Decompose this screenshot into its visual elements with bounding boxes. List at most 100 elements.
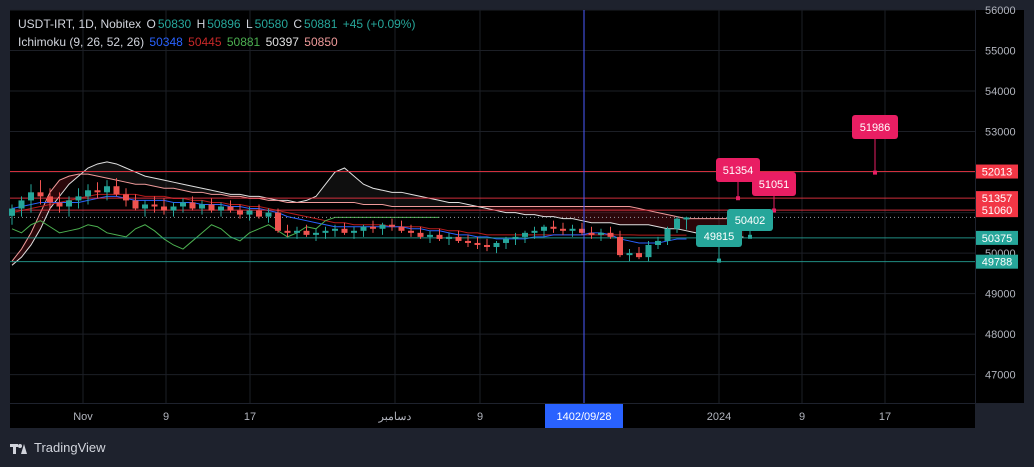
candle-body	[275, 212, 281, 231]
candle-body	[313, 232, 319, 235]
indicator-legend: Ichimoku (9, 26, 52, 26) 50348 50445 508…	[18, 34, 340, 50]
x-tick-label: 2024	[707, 411, 731, 423]
candle-body	[493, 242, 500, 248]
candle-body	[218, 206, 224, 211]
time-scale	[10, 404, 975, 428]
candle	[683, 216, 690, 230]
close-label: C	[293, 17, 303, 31]
high-value: 50896	[207, 17, 241, 31]
candle	[151, 196, 158, 213]
candle-body	[9, 208, 15, 216]
callout-anchor	[736, 196, 740, 201]
candle	[408, 224, 414, 237]
candle-body	[560, 228, 566, 231]
candle-body	[113, 186, 120, 195]
candle-body	[607, 232, 614, 237]
symbol-legend: USDT-IRT, 1D, Nobitex O 50830 H 50896 L 505…	[18, 16, 417, 32]
candle-body	[503, 238, 509, 243]
candle-body	[189, 202, 196, 209]
candle	[284, 224, 291, 237]
candle-body	[398, 226, 405, 231]
price-callout: 49815	[696, 225, 742, 263]
candle	[493, 240, 500, 254]
ichimoku-cloud	[126, 168, 136, 185]
x-tick-label: 17	[879, 411, 891, 423]
high-label: H	[196, 17, 206, 31]
candle	[607, 226, 614, 239]
candle-body	[142, 204, 148, 209]
candle-body	[531, 230, 538, 233]
candle-body	[151, 204, 158, 207]
candle-body	[37, 192, 44, 197]
candle	[560, 222, 566, 235]
candle-body	[56, 202, 63, 207]
ichimoku-cloud	[354, 176, 364, 205]
candle	[47, 188, 53, 209]
x-tick-label: 9	[477, 411, 483, 423]
candle	[626, 249, 633, 262]
ichimoku-cloud	[591, 206, 601, 223]
callout-box	[852, 115, 898, 139]
candle	[503, 236, 509, 250]
candle	[541, 224, 547, 237]
level-price-label: 52013	[982, 167, 1013, 179]
callout-anchor	[772, 208, 776, 213]
candle	[303, 224, 310, 237]
candle-body	[617, 236, 623, 256]
ichimoku-cloud	[582, 206, 592, 223]
tradingview-logo-icon[interactable]	[10, 442, 28, 454]
candle	[370, 220, 376, 233]
crosshair-date-tag: 1402/09/28	[545, 404, 623, 428]
candle	[123, 188, 129, 207]
candle-body	[85, 190, 91, 197]
candle	[142, 200, 148, 217]
candle	[427, 230, 433, 243]
candle	[379, 222, 386, 235]
ichimoku-cloud	[639, 208, 649, 225]
candle-body	[484, 244, 490, 248]
candle-body	[579, 228, 585, 233]
ichimoku-cloud	[506, 206, 516, 213]
ichimoku-cloud	[31, 212, 41, 245]
candle	[531, 226, 538, 239]
callout-anchor	[873, 170, 877, 175]
brand-name[interactable]: TradingView	[34, 440, 106, 455]
candle-body	[208, 204, 215, 211]
candle-body	[446, 236, 452, 239]
candle-body	[132, 200, 139, 209]
candle-body	[351, 230, 357, 233]
x-tick-label: 9	[163, 411, 169, 423]
indicator-name[interactable]: Ichimoku (9, 26, 52, 26)	[18, 35, 145, 49]
candle	[512, 232, 519, 245]
candle-body	[180, 202, 186, 207]
candle-body	[370, 226, 376, 229]
candle-body	[522, 232, 528, 237]
callout-label: 51354	[723, 165, 754, 177]
ichimoku-cloud	[420, 196, 430, 207]
candle	[636, 247, 642, 260]
x-tick-label: 17	[244, 411, 256, 423]
ichimoku-cloud	[88, 163, 98, 177]
x-tick-label: Nov	[73, 411, 93, 423]
candle	[37, 180, 44, 205]
level-price-tag: 50375	[976, 230, 1018, 245]
candle-body	[104, 186, 110, 193]
ichimoku-cloud	[392, 192, 402, 207]
candle-body	[199, 204, 205, 209]
symbol-name[interactable]: USDT-IRT, 1D, Nobitex	[18, 17, 142, 31]
candle	[588, 226, 595, 239]
change-value: +45 (+0.09%)	[342, 17, 416, 31]
open-value: 50830	[157, 17, 192, 31]
candle	[208, 198, 215, 213]
candle-body	[664, 228, 671, 241]
candle	[256, 204, 262, 219]
candle-body	[332, 228, 338, 231]
candle-body	[550, 226, 557, 229]
candle	[617, 230, 623, 258]
ichimoku-cloud	[335, 168, 345, 203]
crosshair-date-label: 1402/09/28	[556, 411, 611, 423]
level-price-tag: 51357	[976, 191, 1018, 206]
ichimoku-cloud	[629, 206, 639, 225]
